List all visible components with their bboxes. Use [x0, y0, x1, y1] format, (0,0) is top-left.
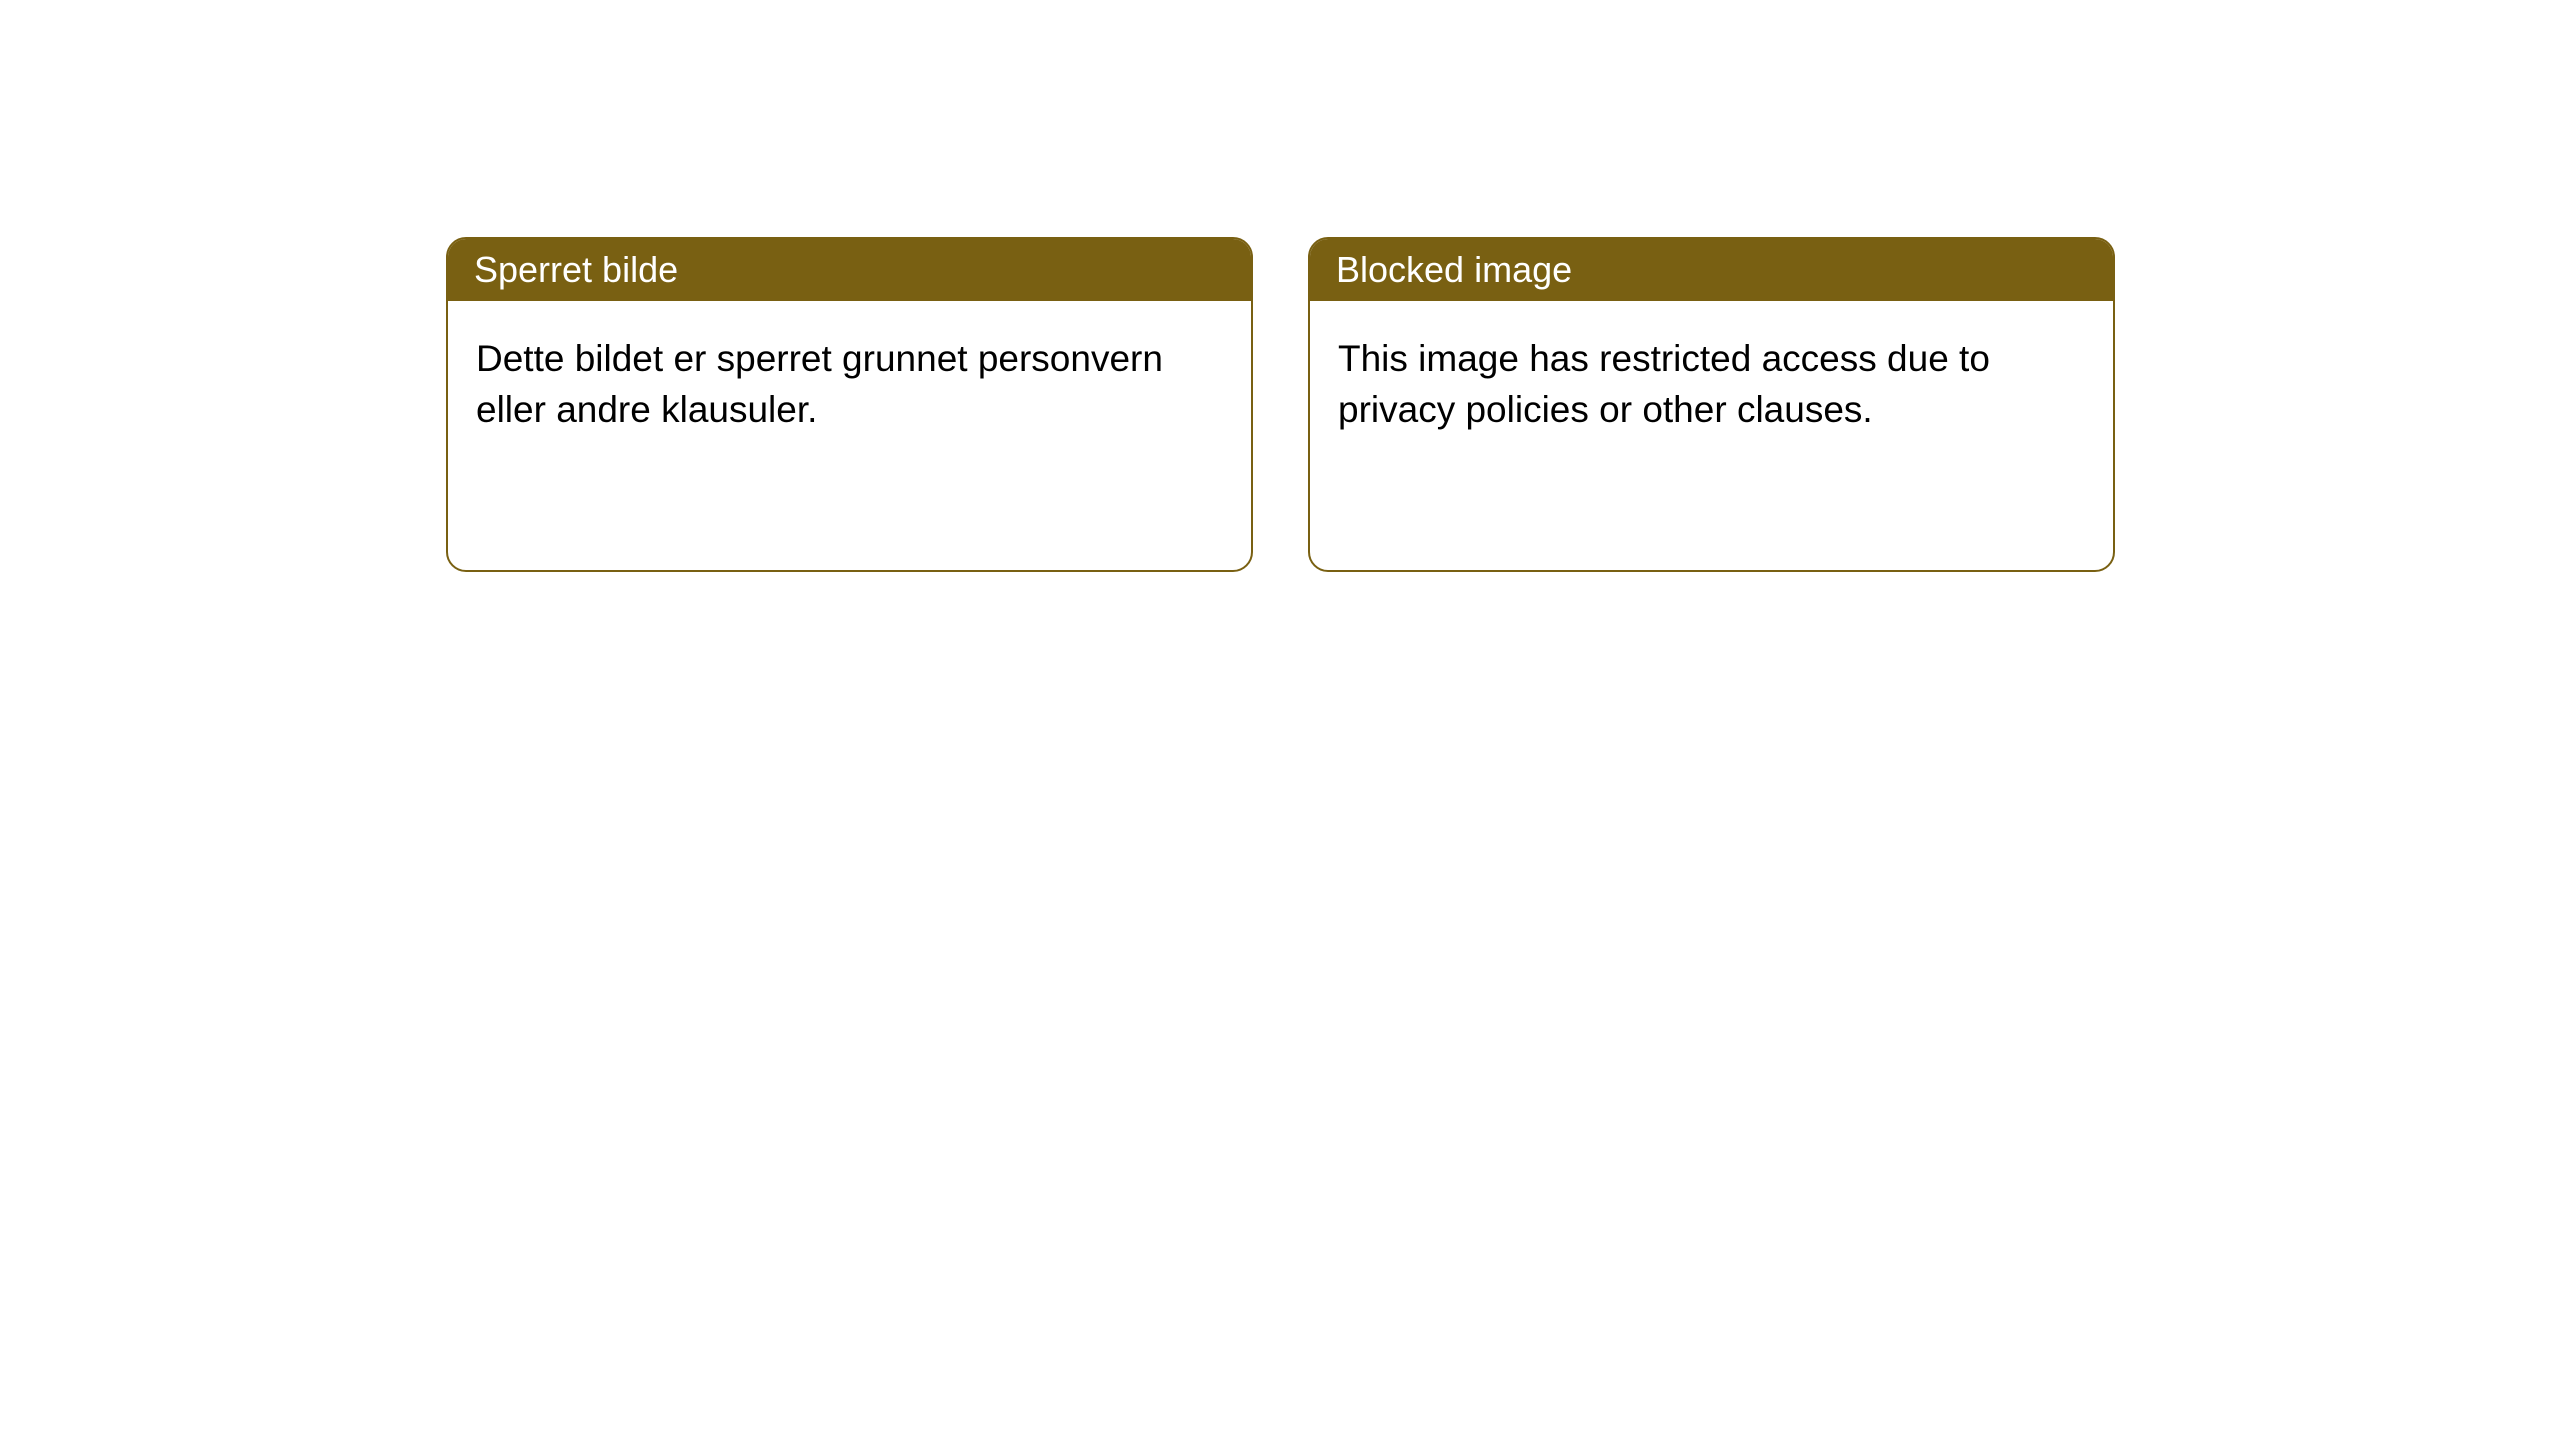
panel-body: This image has restricted access due to … [1310, 301, 2113, 467]
panel-header: Sperret bilde [448, 239, 1251, 301]
notice-container: Sperret bilde Dette bildet er sperret gr… [0, 0, 2560, 572]
panel-body: Dette bildet er sperret grunnet personve… [448, 301, 1251, 467]
panel-header: Blocked image [1310, 239, 2113, 301]
blocked-image-panel-en: Blocked image This image has restricted … [1308, 237, 2115, 572]
blocked-image-panel-no: Sperret bilde Dette bildet er sperret gr… [446, 237, 1253, 572]
